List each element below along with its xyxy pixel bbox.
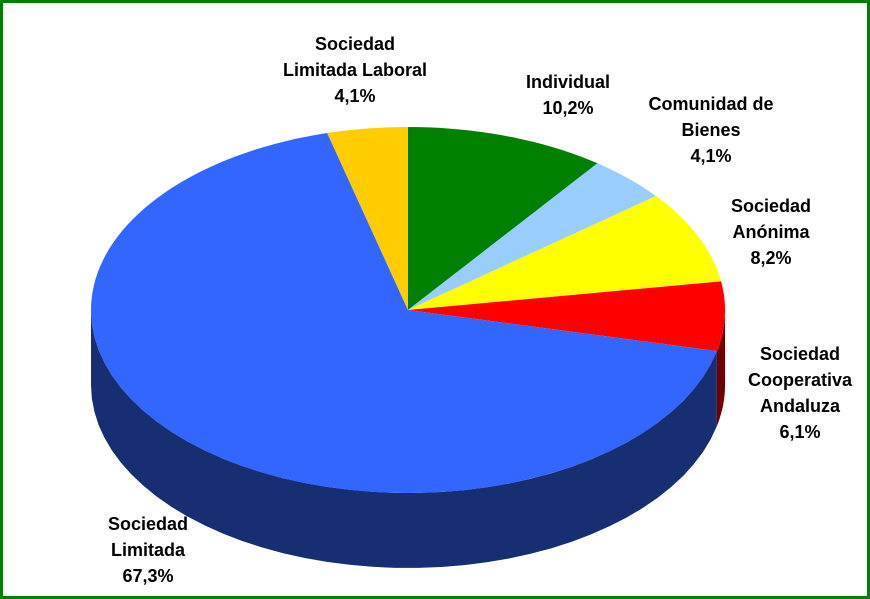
pie-canvas [91,127,725,568]
value-label: 10,2% [542,98,594,118]
category-name: Comunidad de Bienes [648,94,774,140]
slice-side [91,310,717,568]
category-name: Sociedad Cooperativa Andaluza [747,344,853,416]
category-name: Sociedad Anónima [730,196,812,242]
slice [327,127,408,310]
slice-side [716,310,725,426]
category-name: Sociedad Limitada [107,514,189,560]
slice [91,133,717,493]
category-name: Sociedad Limitada Laboral [282,34,428,80]
slice [408,281,725,351]
slice-label: Sociedad Anónima 8,2% [671,193,870,271]
value-label: 67,3% [122,566,174,586]
slice [408,163,656,310]
slice-label: Sociedad Cooperativa Andaluza 6,1% [700,341,870,445]
slice-label: Sociedad Limitada 67,3% [48,511,248,589]
value-label: 8,2% [750,248,792,268]
slice-label: Comunidad de Bienes 4,1% [611,91,811,169]
slice [408,196,722,310]
value-label: 6,1% [779,422,821,442]
slice-label: Sociedad Limitada Laboral 4,1% [255,31,455,109]
category-name: Individual [525,72,610,92]
value-label: 4,1% [690,146,732,166]
slice [408,127,598,310]
value-label: 4,1% [334,86,376,106]
slice-label: Individual 10,2% [468,69,668,121]
